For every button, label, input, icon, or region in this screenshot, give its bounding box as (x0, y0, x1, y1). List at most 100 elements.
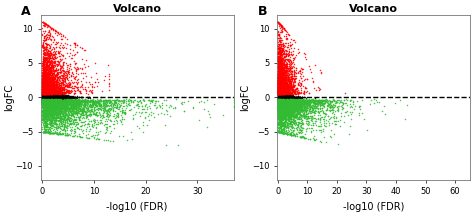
Point (281, 92, 288, 95)
Point (275, 98, 283, 102)
Point (40, 83, 48, 86)
Point (274, 84, 282, 88)
Point (284, 103, 292, 106)
Point (278, 100, 285, 103)
Point (50, 103, 57, 106)
Point (42, 92, 50, 95)
Point (289, 110, 297, 113)
Point (47, 100, 55, 104)
Point (46, 58, 53, 62)
Point (68, 102, 76, 105)
Point (293, 108, 301, 112)
Point (54, 92, 61, 95)
Point (280, 90, 287, 93)
Point (279, 66, 286, 69)
Point (46, 90, 54, 93)
Point (74, 100, 82, 103)
Point (276, 91, 284, 95)
Point (51, 105, 58, 109)
Point (276, 90, 284, 94)
Point (39, 100, 46, 104)
Point (49, 117, 57, 120)
Point (46, 118, 54, 122)
Point (44, 102, 51, 106)
Point (61, 103, 69, 106)
Point (46, 106, 53, 110)
Point (305, 103, 312, 106)
Point (56, 87, 64, 91)
Point (76, 108, 84, 111)
Point (45, 89, 53, 92)
Point (302, 108, 310, 111)
Point (54, 30, 61, 34)
Point (39, 94, 47, 97)
Point (50, 92, 57, 96)
Point (46, 70, 54, 73)
Point (285, 99, 292, 102)
Point (327, 101, 335, 104)
Point (278, 30, 286, 33)
Point (278, 105, 285, 108)
Point (276, 87, 284, 91)
Point (66, 90, 74, 93)
Point (49, 96, 56, 99)
Point (297, 132, 305, 135)
Point (74, 98, 82, 102)
Point (282, 105, 289, 108)
Point (42, 88, 49, 92)
Point (285, 93, 293, 96)
Point (50, 90, 58, 94)
Point (54, 98, 62, 101)
Point (283, 101, 290, 104)
Point (279, 99, 286, 102)
Point (40, 104, 48, 108)
Point (275, 101, 283, 104)
Point (323, 104, 330, 107)
Point (275, 83, 283, 86)
Point (279, 90, 286, 93)
Point (277, 94, 284, 98)
Point (150, 116, 157, 119)
Point (46, 60, 54, 64)
Point (57, 92, 65, 96)
Point (301, 98, 309, 102)
Point (279, 51, 287, 54)
Point (274, 46, 282, 49)
Point (308, 131, 315, 134)
Point (277, 92, 284, 95)
Point (45, 87, 53, 91)
Point (294, 117, 301, 121)
Point (283, 132, 291, 135)
Point (78, 67, 85, 70)
Point (279, 121, 287, 124)
Point (46, 96, 53, 100)
Point (47, 101, 55, 105)
Point (49, 83, 57, 87)
Point (54, 95, 61, 99)
Point (277, 103, 284, 106)
Point (39, 72, 47, 76)
Point (276, 73, 283, 76)
Point (42, 98, 49, 102)
Point (51, 100, 59, 103)
Point (43, 123, 50, 127)
Point (285, 98, 292, 101)
Point (49, 101, 56, 104)
Point (48, 67, 55, 70)
Point (282, 95, 289, 99)
Point (274, 69, 282, 72)
Point (46, 95, 54, 98)
Point (277, 103, 285, 106)
Point (279, 110, 286, 113)
Point (316, 102, 323, 106)
Point (44, 98, 52, 102)
Point (276, 89, 283, 92)
Point (285, 99, 293, 102)
Point (46, 104, 53, 107)
Point (53, 89, 60, 93)
Point (39, 99, 46, 102)
Point (54, 75, 61, 78)
Point (285, 116, 292, 119)
Point (40, 91, 48, 95)
Point (276, 99, 284, 102)
